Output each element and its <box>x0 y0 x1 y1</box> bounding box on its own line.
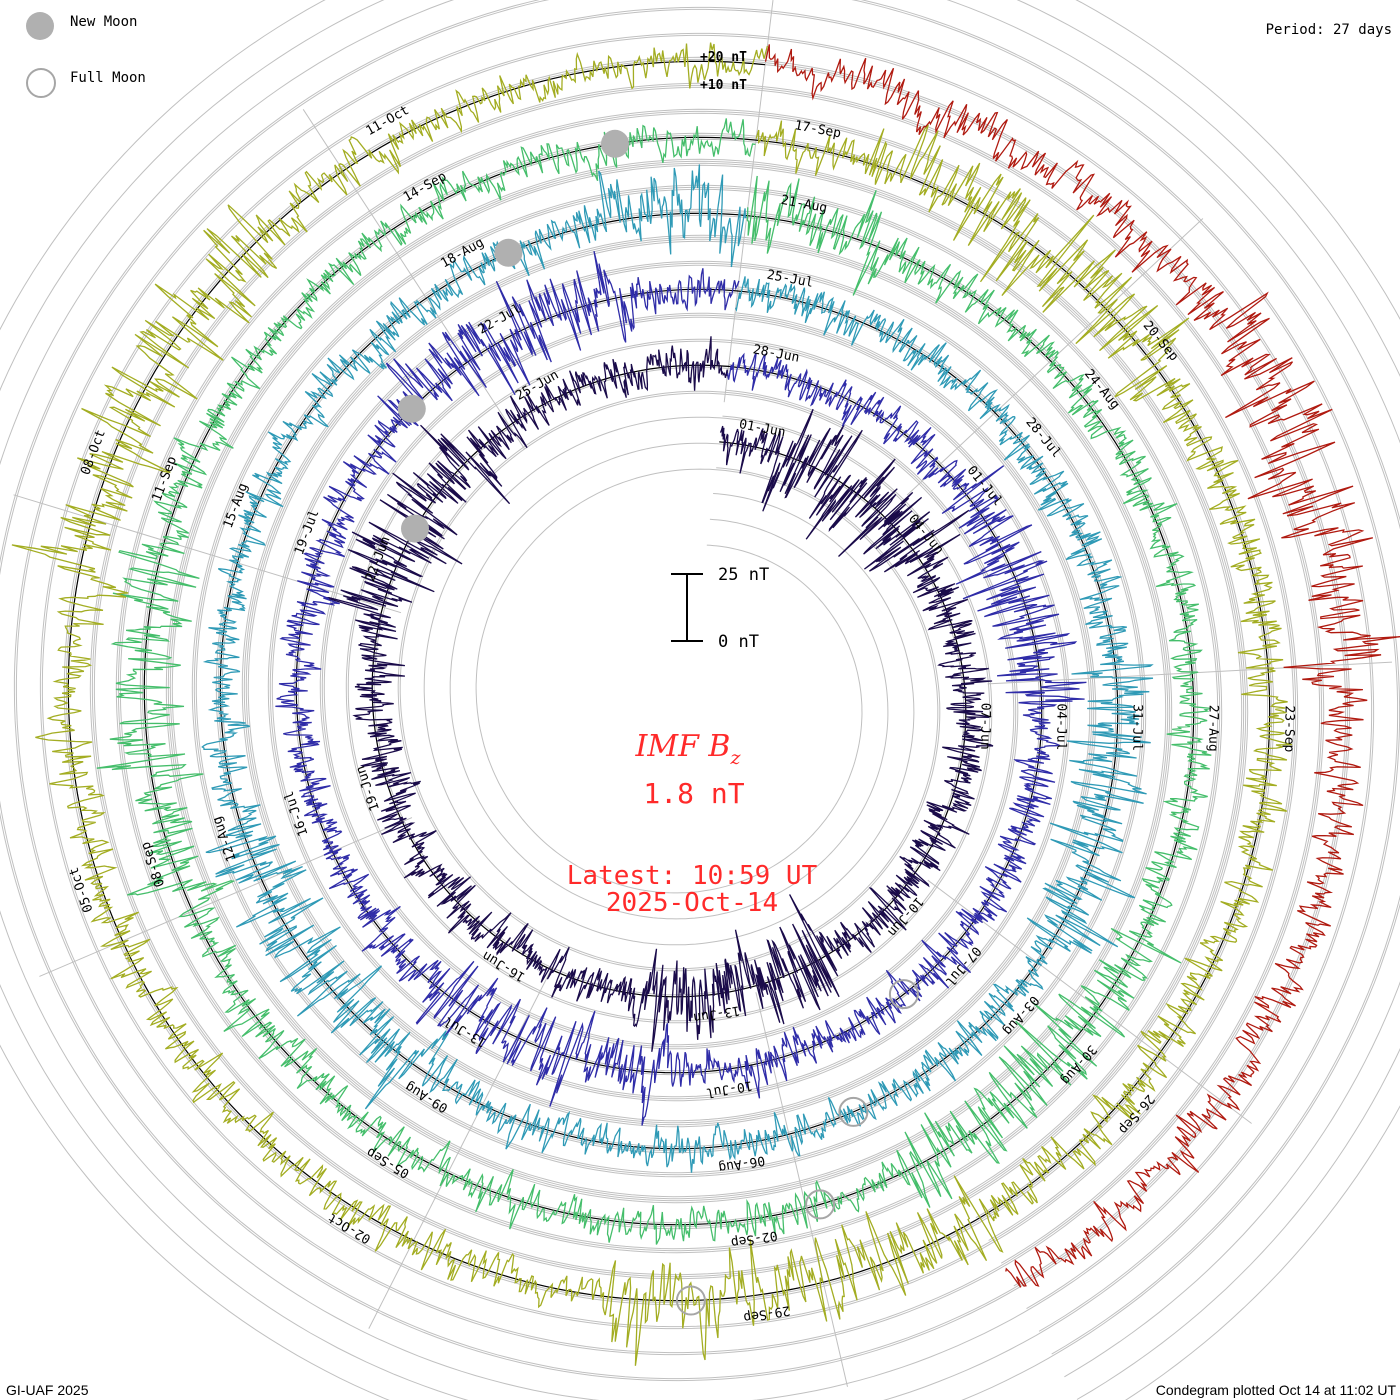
full-moon-marker <box>805 1189 836 1220</box>
latest-time: Latest: 10:59 UT <box>567 861 818 891</box>
series-trace-6 <box>764 44 1400 1288</box>
scale-bar-bottom-label: 0 nT <box>718 632 759 652</box>
legend-new-moon-label: New Moon <box>70 14 138 30</box>
scale-plus10-label: +10 nT <box>700 78 747 93</box>
new-moon-marker <box>601 129 629 158</box>
center-value: 1.8 nT <box>643 777 744 810</box>
period-label: Period: 27 days <box>1265 22 1392 38</box>
moon-layer <box>397 129 919 1316</box>
new-moon-marker <box>494 238 523 267</box>
center-title: IMF Bz <box>635 729 742 769</box>
date-label: 17-Sep <box>793 118 842 141</box>
date-label: 31-Jul <box>1129 704 1144 751</box>
grid-ring--40-nT <box>171 164 1243 1198</box>
date-label: 04-Jul <box>1053 703 1068 750</box>
radial-divider <box>927 879 1252 1124</box>
date-label: 11-Sep <box>150 454 181 503</box>
series-trace-5 <box>11 42 1293 1366</box>
series-trace-3 <box>201 164 1154 1173</box>
date-label: 21-Aug <box>779 193 828 216</box>
series-trace-2 <box>275 250 1087 1126</box>
date-label: 10-Jul <box>705 1077 754 1100</box>
center-title-sub: z <box>729 747 741 769</box>
series-trace-1 <box>325 336 994 1052</box>
radial-divider <box>987 661 1393 685</box>
scale-bar: 25 nT 0 nT <box>671 565 769 652</box>
legend-full-moon-label: Full Moon <box>70 70 146 86</box>
series-layer <box>11 42 1400 1366</box>
full-moon-marker <box>838 1096 869 1127</box>
plotted-timestamp: Condegram plotted Oct 14 at 11:02 UT <box>1155 1382 1396 1398</box>
grid-ring--10-nT <box>93 86 1321 1276</box>
grid-ring-10-nT <box>41 34 1373 1328</box>
full-moon-marker <box>888 979 919 1010</box>
new-moon-marker <box>397 394 426 423</box>
radial-divider <box>13 494 402 614</box>
credit-label: GI-UAF 2025 <box>6 1382 89 1398</box>
radial-divider <box>302 109 525 449</box>
scale-bar-top-label: 25 nT <box>718 565 769 585</box>
radial-divider <box>368 967 553 1329</box>
radial-divider <box>723 0 774 403</box>
date-label: 23-Sep <box>1281 705 1296 752</box>
new-moon-marker <box>401 514 429 543</box>
date-label: 07-Jun <box>977 703 992 750</box>
grid-ring-20-nT <box>15 8 1399 1354</box>
date-label: 27-Aug <box>1205 705 1220 752</box>
scale-plus20-label: +20 nT <box>700 50 747 65</box>
grid-ring--20-nT <box>119 112 1295 1250</box>
date-label: 06-Aug <box>717 1152 766 1175</box>
radial-divider <box>39 817 413 977</box>
full-moon-icon <box>26 68 56 98</box>
latest-date: 2025-Oct-14 <box>606 888 778 918</box>
full-moon-marker <box>675 1285 706 1316</box>
series-trace-4 <box>96 118 1212 1245</box>
center-title-main: IMF B <box>635 729 731 764</box>
new-moon-icon <box>26 12 54 40</box>
